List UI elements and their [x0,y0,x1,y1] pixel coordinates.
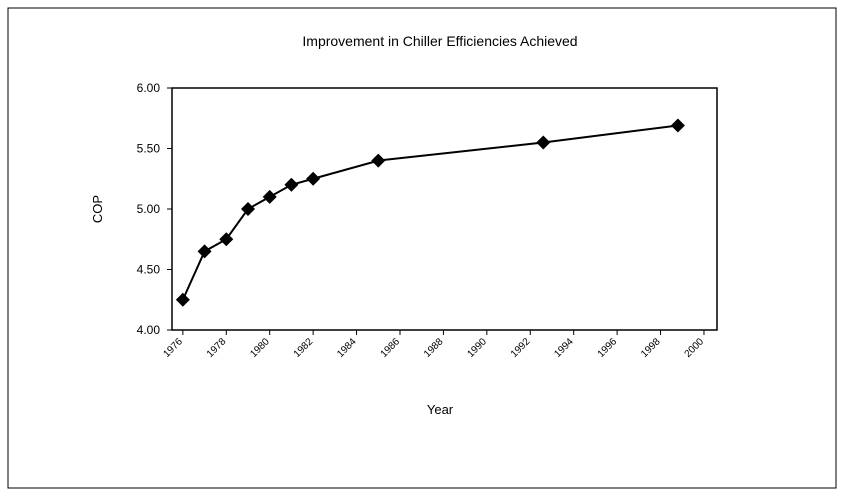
marker [219,232,234,247]
marker [240,202,255,216]
series-line [181,124,679,301]
chart-border [7,7,837,489]
y-tick-label: 5.50 [137,142,161,156]
marker [284,177,299,192]
x-axis-label: Year [427,402,454,417]
y-axis-label: COP [90,195,105,223]
marker [306,171,321,186]
marker [197,244,212,259]
marker [371,153,386,168]
chart-title: Improvement in Chiller Efficiencies Achi… [302,33,577,49]
y-tick-label: 4.00 [137,323,161,337]
marker [262,189,277,204]
y-tick-label: 4.50 [137,263,161,277]
y-tick-label: 5.00 [137,202,161,216]
marker [175,292,190,307]
y-tick-label: 6.00 [137,81,161,95]
marker [536,135,551,150]
marker [670,118,685,133]
